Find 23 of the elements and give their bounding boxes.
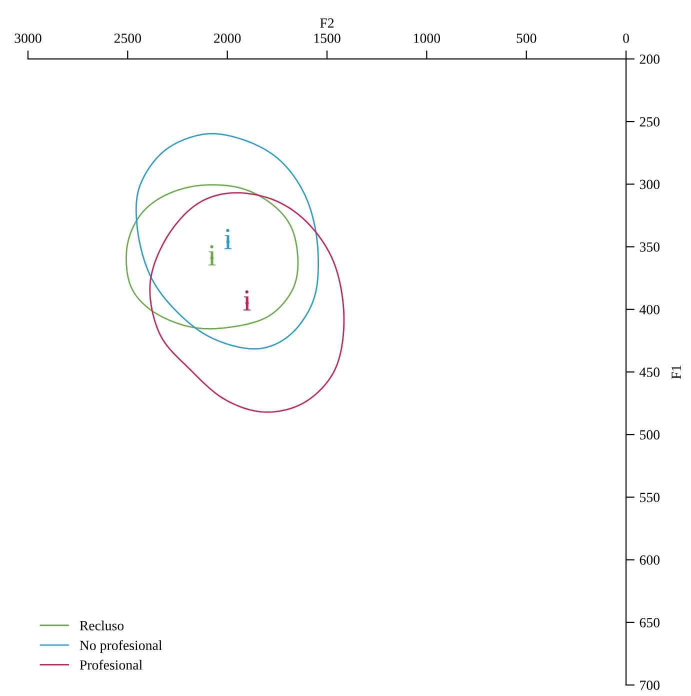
x-tick-label: 1000 <box>414 34 440 43</box>
x-tick-label: 3000 <box>14 34 42 43</box>
y-tick-label: 700 <box>640 680 660 690</box>
y-tick-label: 300 <box>640 180 660 190</box>
y-tick-label: 400 <box>640 304 660 314</box>
y-tick-label: 450 <box>640 368 660 377</box>
legend-label: Profesional <box>80 660 142 670</box>
x-tick-label: 500 <box>516 34 536 43</box>
x-axis-title: F2 <box>320 18 334 28</box>
legend-label: Recluso <box>80 620 124 630</box>
x-tick-label: 2500 <box>114 34 142 43</box>
y-axis-title: F1 <box>672 365 681 379</box>
y-tick-label: 250 <box>640 117 660 127</box>
y-tick-label: 600 <box>640 555 660 565</box>
y-tick-label: 200 <box>640 54 660 64</box>
x-tick-label: 1500 <box>314 34 340 43</box>
x-tick-label: 2000 <box>214 34 241 43</box>
y-tick-label: 550 <box>640 492 660 502</box>
legend-label: No profesional <box>80 640 162 653</box>
y-tick-label: 650 <box>640 618 660 628</box>
x-tick-label: 0 <box>623 34 629 43</box>
y-tick-label: 350 <box>640 242 660 252</box>
y-tick-label: 500 <box>640 430 660 440</box>
